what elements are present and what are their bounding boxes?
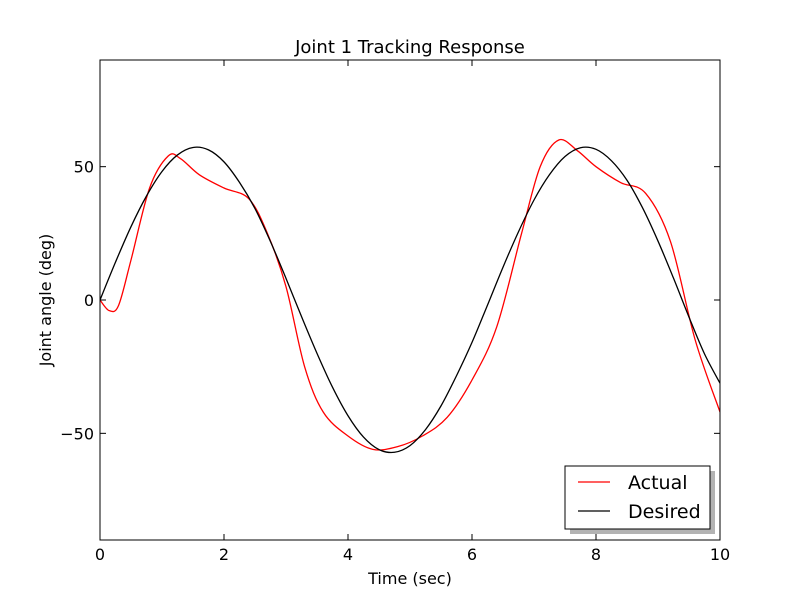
legend-box [564, 465, 711, 530]
y-axis-label: Joint angle (deg) [36, 234, 55, 368]
y-axis-ticks: −50 0 50 [60, 158, 720, 443]
y-tick-label: 0 [84, 291, 94, 310]
x-axis-label: Time (sec) [367, 569, 452, 588]
legend-label-desired: Desired [628, 501, 701, 523]
x-tick-label: 0 [95, 545, 105, 564]
y-tick-label: 50 [74, 158, 94, 177]
series-line-desired [100, 146, 720, 454]
x-tick-label: 10 [710, 545, 730, 564]
x-tick-label: 8 [591, 545, 601, 564]
chart-title: Joint 1 Tracking Response [294, 37, 525, 58]
series-line-actual [100, 138, 720, 451]
x-tick-label: 4 [343, 545, 353, 564]
x-axis-ticks: 0 2 4 6 8 10 [95, 60, 730, 564]
series-layer [100, 138, 720, 454]
legend: Actual Desired [564, 465, 715, 534]
x-tick-label: 2 [219, 545, 229, 564]
y-tick-label: −50 [60, 424, 94, 443]
x-tick-label: 6 [467, 545, 477, 564]
legend-label-actual: Actual [628, 472, 688, 494]
